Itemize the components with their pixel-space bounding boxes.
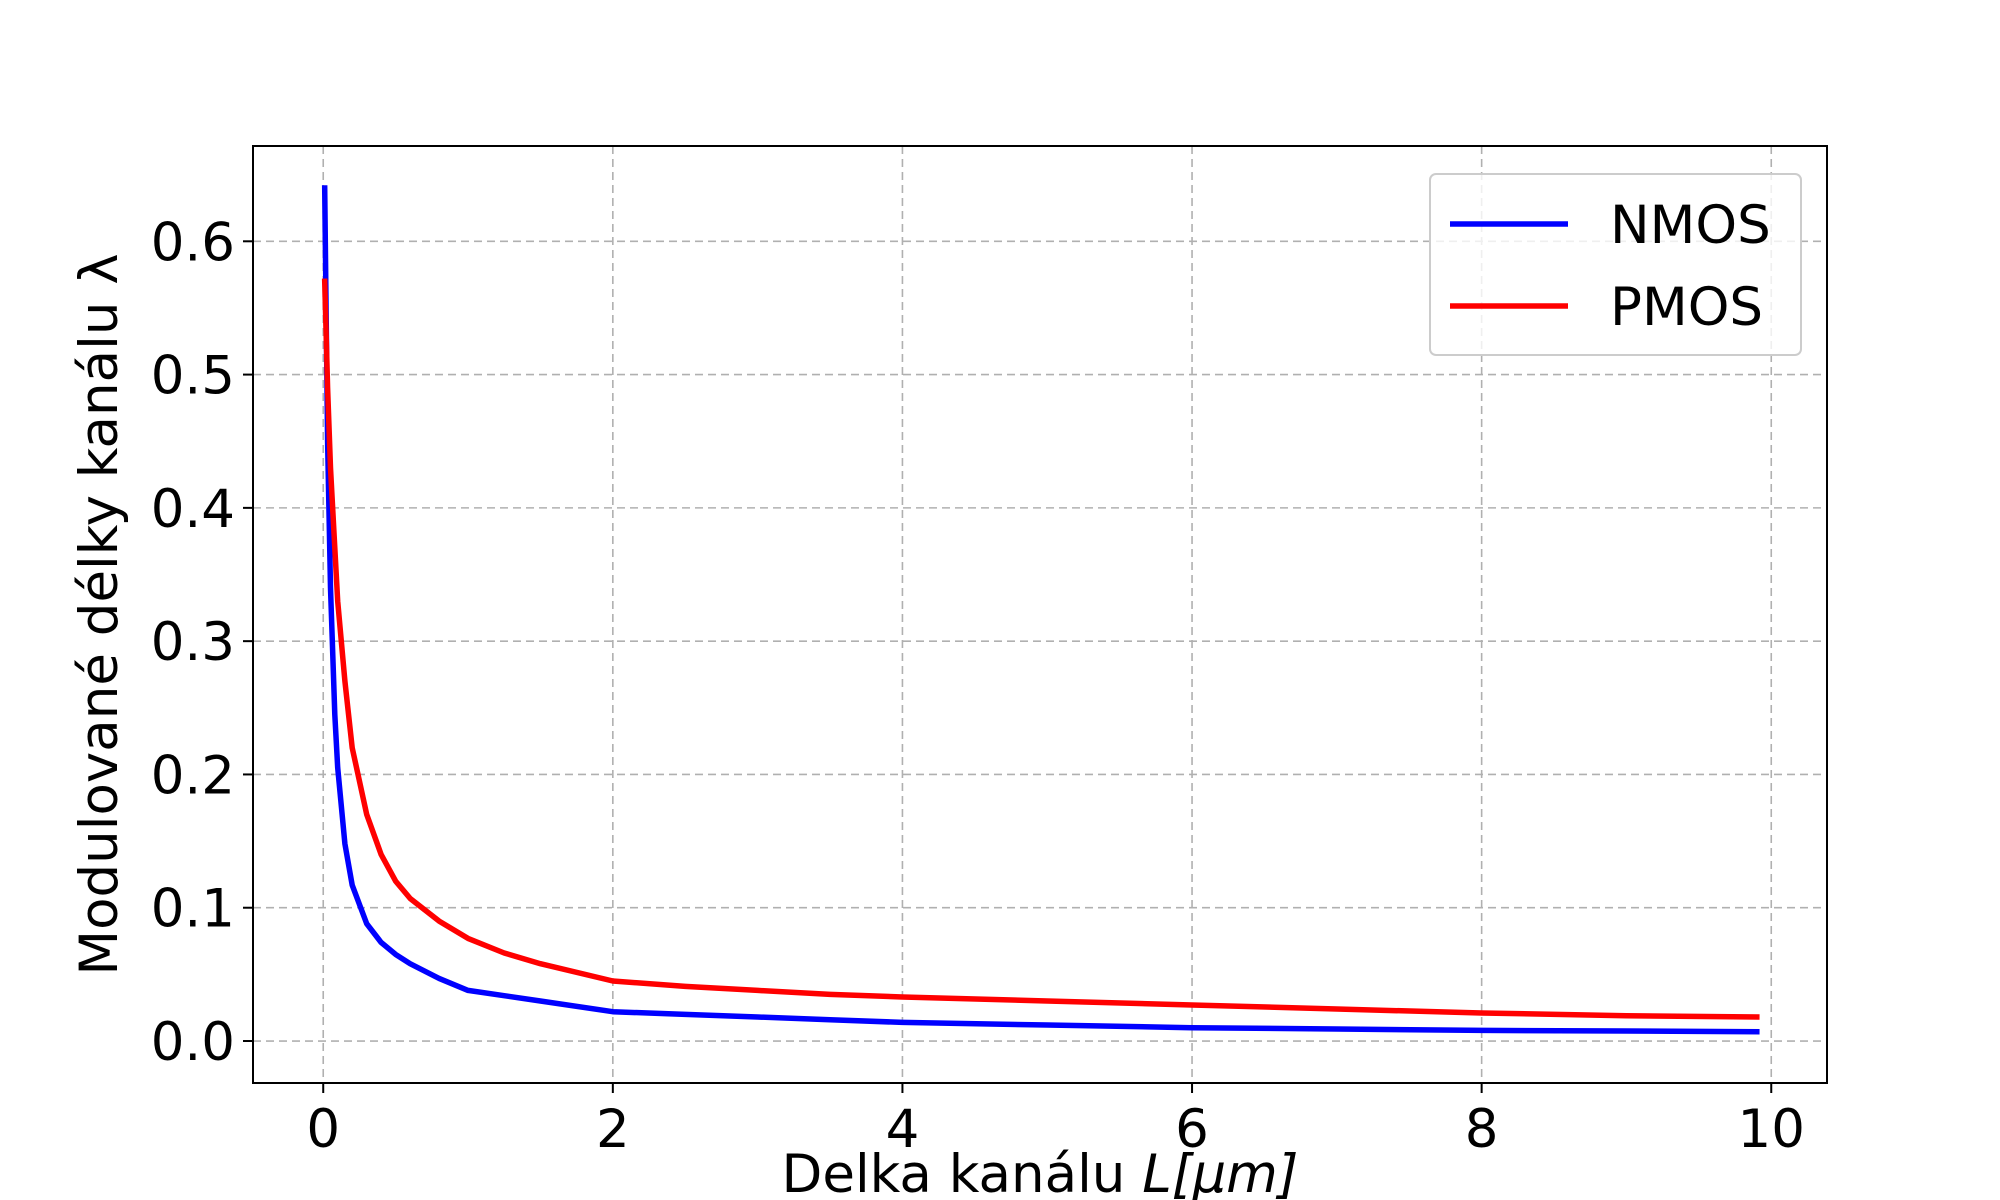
y-tick-label: 0.6 <box>151 212 235 273</box>
x-tick-label: 4 <box>886 1099 920 1160</box>
y-axis-title: Modulované délky kanálu λ <box>69 253 130 975</box>
legend-label-nmos: NMOS <box>1610 195 1771 256</box>
plot-series <box>321 185 1760 1035</box>
plot-frame <box>252 145 1828 1084</box>
x-tick-label: 2 <box>596 1099 630 1160</box>
y-tick-label: 0.1 <box>151 879 235 940</box>
x-axis-title: Delka kanálu L[μm] <box>782 1144 1299 1200</box>
x-tick-label: 8 <box>1465 1099 1499 1160</box>
series-line-pmos <box>321 278 1760 1020</box>
x-tick-label: 0 <box>306 1099 340 1160</box>
y-tick-label: 0.2 <box>151 745 235 806</box>
y-tick-label: 0.3 <box>151 612 235 673</box>
series-line-nmos <box>321 185 1760 1035</box>
x-tick-label: 6 <box>1175 1099 1209 1160</box>
axis-ticks: 0 2 4 6 8 10 0.0 0.1 0.2 0.3 0.4 0.5 0.6 <box>151 212 1805 1160</box>
y-tick-label: 0.5 <box>151 346 235 407</box>
legend-label-pmos: PMOS <box>1610 277 1763 338</box>
x-tick-label: 10 <box>1738 1099 1805 1160</box>
y-tick-label: 0.0 <box>151 1012 235 1073</box>
legend: NMOS PMOS <box>1429 173 1802 356</box>
y-tick-label: 0.4 <box>151 479 235 540</box>
legend-box <box>1429 173 1802 356</box>
